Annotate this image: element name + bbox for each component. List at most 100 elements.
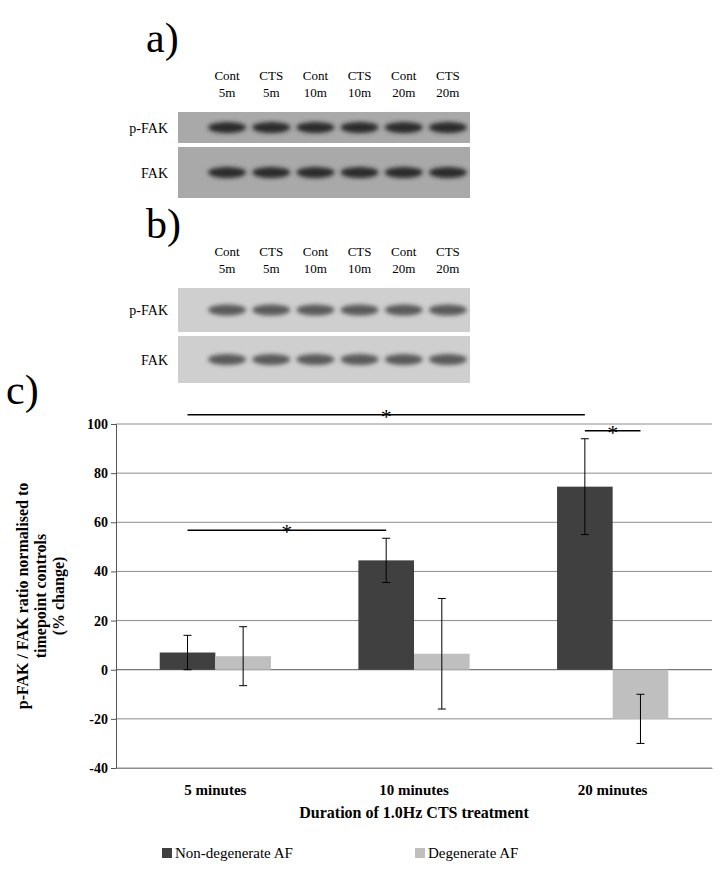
lane-label: CTS20m <box>436 68 460 100</box>
y-tick: 100 <box>87 417 116 432</box>
y-tick-label: 20 <box>94 614 108 629</box>
blot-band <box>296 122 334 133</box>
lane-label-line: 20m <box>392 85 415 100</box>
grid-line <box>116 424 712 425</box>
blot-band <box>296 354 334 365</box>
x-axis: 5 minutes 10 minutes 20 minutes <box>117 768 713 798</box>
y-axis-title: p-FAK / FAK ratio normalised totimepoint… <box>14 483 68 710</box>
blot-band <box>385 354 423 365</box>
lane-label: CTS 5m <box>259 244 283 276</box>
panel-label: b) <box>146 201 181 248</box>
legend-swatch <box>162 848 172 858</box>
lane-label-line: CTS <box>436 244 460 259</box>
lane-label: Cont5m <box>214 244 240 276</box>
bars <box>160 439 669 744</box>
y-tick: 20 <box>94 614 116 629</box>
blot-band <box>208 122 246 133</box>
lane-label: CTS 10m <box>348 68 372 100</box>
lane-label-line: CTS <box>259 244 283 259</box>
x-tick: 20 minutes <box>578 768 648 798</box>
error-bar <box>636 694 644 743</box>
lane-label-line: 10m <box>348 85 371 100</box>
blot-band <box>208 167 246 178</box>
blot-band <box>296 305 334 316</box>
panel-label: a) <box>146 15 179 62</box>
x-tick-label: 10 minutes <box>379 782 449 798</box>
y-axis-title-line: (% change) <box>50 557 68 636</box>
blot-band <box>296 167 334 178</box>
y-axis-line <box>111 425 117 769</box>
error-bar <box>239 627 247 686</box>
lane-label: CTS 20m <box>436 244 460 276</box>
blot-band <box>385 305 423 316</box>
blot-band <box>429 305 467 316</box>
blot-band <box>429 122 467 133</box>
significance-label: * <box>281 519 292 544</box>
blot-band <box>385 167 423 178</box>
y-tick-mark <box>111 424 116 425</box>
grid-line <box>116 768 712 769</box>
lane-label-line: Cont <box>214 68 240 83</box>
lane-label: Cont20m <box>391 68 417 100</box>
lane-label-line: 5m <box>263 261 280 276</box>
legend-label: Non-degenerate AF <box>175 845 293 861</box>
blot-band <box>341 122 379 133</box>
blot-band <box>252 305 290 316</box>
series <box>215 598 668 743</box>
blot-band <box>208 305 246 316</box>
y-tick-mark <box>111 670 116 671</box>
lane-label-line: 20m <box>436 85 459 100</box>
lane-label-line: 20m <box>436 261 459 276</box>
lane-label-line: 5m <box>219 261 236 276</box>
y-tick-mark <box>111 473 116 474</box>
blot-band <box>252 354 290 365</box>
y-tick: 0 <box>101 663 116 678</box>
grid-line <box>116 473 712 474</box>
lane-label-line: 5m <box>219 85 236 100</box>
legend: Non-degenerate AF Degenerate AF <box>162 845 518 861</box>
lane-label: Cont 5m <box>214 68 240 100</box>
lane-label-line: CTS <box>348 68 372 83</box>
y-tick-label: 80 <box>94 466 108 481</box>
series <box>160 439 613 670</box>
row-label: FAK <box>141 353 168 368</box>
lane-label: CTS10m <box>348 244 372 276</box>
lane-label-line: CTS <box>348 244 372 259</box>
lane-label-line: CTS <box>259 68 283 83</box>
x-axis-title: Duration of 1.0Hz CTS treatment <box>299 804 529 821</box>
blot-band <box>252 167 290 178</box>
blot-band <box>429 354 467 365</box>
y-tick-label: -20 <box>89 712 108 727</box>
lane-label-line: 5m <box>263 85 280 100</box>
blot-band <box>208 354 246 365</box>
lane-label: CTS 5m <box>259 68 283 100</box>
y-axis-title-line: timepoint controls <box>32 534 50 659</box>
y-tick: 60 <box>94 515 116 530</box>
y-axis-title-line: p-FAK / FAK ratio normalised to <box>14 483 32 710</box>
lane-label: Cont10m <box>303 68 329 100</box>
grid <box>116 424 712 768</box>
row-label: p-FAK <box>129 303 168 318</box>
error-bar <box>184 635 192 669</box>
legend-swatch <box>415 848 425 858</box>
y-tick-label: 100 <box>87 417 108 432</box>
blot-strip <box>178 112 470 143</box>
lane-label-line: Cont <box>303 68 329 83</box>
blot-band <box>252 122 290 133</box>
blot-panel: a)Cont5mCTS5mCont10mCTS10mCont20mCTS20mp… <box>129 15 470 198</box>
blot-strip <box>178 147 470 198</box>
x-tick: 5 minutes <box>184 768 246 798</box>
blot-panel: b) Cont5m CTS 5m Cont10m CTS10m Cont20m CTS 20m p… <box>129 201 470 383</box>
significance-label: * <box>381 404 392 429</box>
y-tick-mark <box>111 768 116 769</box>
lane-label: Cont20m <box>391 244 417 276</box>
y-tick-mark <box>111 571 116 572</box>
legend-label: Degenerate AF <box>428 845 518 861</box>
x-tick: 10 minutes <box>379 768 449 798</box>
y-tick-mark <box>111 621 116 622</box>
y-tick: 80 <box>94 466 116 481</box>
lane-label: Cont10m <box>303 244 329 276</box>
blot-band <box>341 354 379 365</box>
x-tick-label: 5 minutes <box>184 782 246 798</box>
y-tick-label: 60 <box>94 515 108 530</box>
